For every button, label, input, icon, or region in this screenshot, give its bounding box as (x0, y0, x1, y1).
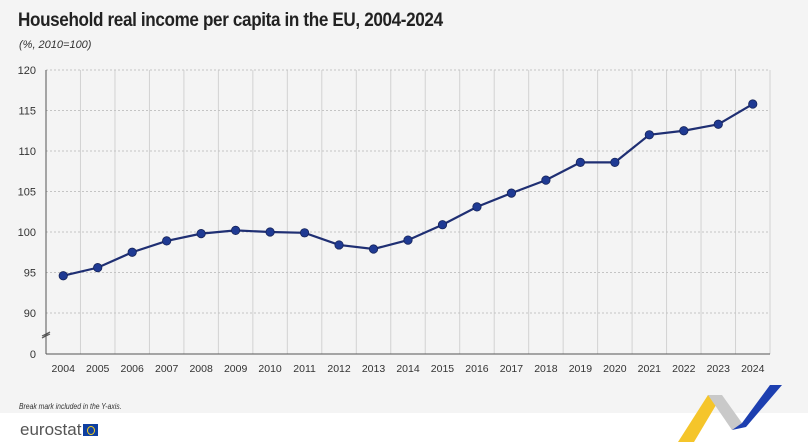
ribbon-decoration-icon (678, 385, 782, 442)
data-point-2005 (93, 263, 103, 273)
x-tick-label: 2019 (569, 363, 593, 375)
x-tick-label: 2023 (707, 363, 731, 375)
y-tick-label: 0 (30, 349, 36, 361)
x-tick-label: 2024 (741, 363, 765, 375)
data-point-2014 (403, 235, 413, 245)
data-point-2022 (679, 126, 689, 136)
eurostat-logo: eurostat (20, 420, 99, 440)
x-tick-label: 2020 (603, 363, 627, 375)
data-point-2020 (610, 157, 620, 167)
x-tick-label: 2021 (638, 363, 662, 375)
data-point-2015 (437, 220, 448, 230)
data-point-2008 (196, 229, 206, 239)
chart-panel (0, 0, 808, 413)
x-tick-label: 2010 (258, 363, 282, 375)
data-point-2007 (162, 236, 172, 246)
chart-subtitle: (%, 2010=100) (19, 39, 92, 51)
axis-break-mark (41, 331, 51, 339)
data-point-2023 (713, 119, 723, 129)
footnote: Break mark included in the Y-axis. (19, 402, 122, 411)
y-tick-label: 120 (18, 65, 36, 77)
x-tick-label: 2017 (500, 363, 524, 375)
data-point-2017 (506, 188, 517, 198)
y-tick-label: 115 (18, 106, 36, 118)
data-point-2024 (748, 99, 758, 109)
data-point-2018 (541, 175, 551, 185)
data-point-2011 (299, 228, 310, 238)
data-point-2010 (265, 227, 275, 237)
y-tick-label: 90 (24, 308, 36, 320)
x-tick-label: 2011 (293, 363, 316, 375)
x-tick-label: 2009 (224, 363, 248, 375)
x-tick-label: 2018 (534, 363, 558, 375)
x-tick-label: 2022 (672, 363, 696, 375)
data-point-2021 (644, 130, 654, 140)
x-tick-label: 2014 (396, 363, 420, 375)
x-tick-label: 2008 (189, 363, 213, 375)
x-tick-label: 2016 (465, 363, 489, 375)
data-point-2009 (231, 225, 241, 235)
data-point-2004 (58, 271, 68, 281)
x-tick-label: 2015 (431, 363, 455, 375)
line-chart: 0 90 95 100 105 110 115 120 2004 2005 2006 2007 2008… (18, 65, 771, 375)
data-point-2013 (368, 244, 379, 254)
x-tick-label: 2007 (155, 363, 179, 375)
y-tick-label: 105 (18, 187, 36, 199)
data-point-2016 (472, 202, 482, 212)
data-point-2019 (575, 157, 585, 167)
logo-text: eurostat (20, 420, 82, 439)
y-tick-label: 95 (24, 268, 36, 280)
data-point-2006 (127, 247, 137, 257)
x-tick-label: 2005 (86, 363, 110, 375)
y-tick-label: 100 (18, 227, 36, 239)
x-tick-label: 2013 (362, 363, 386, 375)
series-line (62, 103, 754, 277)
data-point-2012 (334, 240, 344, 250)
x-tick-label: 2012 (327, 363, 351, 375)
x-tick-label: 2004 (52, 363, 76, 375)
y-tick-label: 110 (18, 146, 36, 158)
eu-flag-icon (83, 424, 99, 436)
x-tick-label: 2006 (121, 363, 145, 375)
chart-title: Household real income per capita in the … (18, 10, 443, 31)
